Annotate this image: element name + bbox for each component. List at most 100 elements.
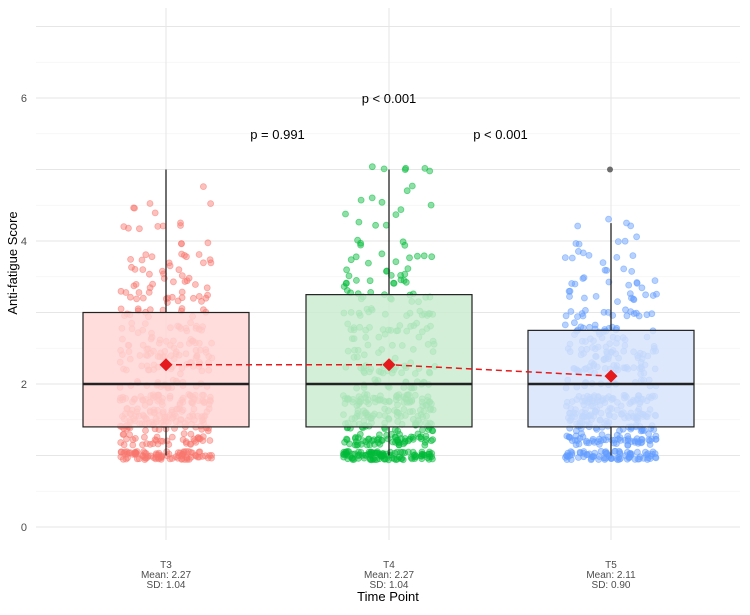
jitter-point [585, 251, 593, 259]
jitter-point [143, 454, 151, 461]
jitter-point [574, 313, 581, 321]
jitter-point [146, 284, 154, 292]
jitter-point [126, 293, 134, 301]
jitter-point [178, 305, 186, 312]
jitter-point [133, 295, 141, 303]
jitter-point [400, 277, 408, 284]
jitter-point [562, 312, 570, 320]
mean-marker [604, 369, 618, 383]
jitter-point [127, 255, 135, 263]
jitter-point [201, 452, 209, 460]
jitter-point [368, 456, 375, 464]
jitter-point [634, 448, 641, 456]
jitter-point [566, 433, 573, 441]
jitter-point [621, 237, 629, 245]
jitter-point [582, 306, 589, 314]
jitter-point [122, 455, 130, 463]
jitter-point [592, 292, 600, 300]
jitter-point [420, 252, 428, 260]
jitter-point [631, 455, 639, 463]
jitter-point [397, 206, 405, 214]
jitter-point [414, 430, 422, 438]
jitter-point [179, 436, 187, 444]
jitter-point [355, 448, 362, 456]
jitter-point [122, 289, 130, 296]
jitter-point [157, 437, 165, 445]
jitter-point [354, 452, 362, 460]
jitter-point [189, 294, 197, 302]
jitter-point [129, 436, 137, 444]
jitter-point [421, 441, 429, 449]
jitter-point [601, 448, 609, 456]
jitter-point [142, 427, 149, 434]
y-axis-title: Anti-fatigue Score [5, 211, 20, 314]
jitter-point [644, 450, 652, 458]
jitter-point [129, 441, 137, 449]
jitter-point [146, 200, 154, 207]
jitter-point [343, 266, 351, 274]
jitter-point [378, 437, 386, 444]
jitter-point [373, 449, 381, 457]
jitter-point [195, 292, 203, 300]
x-axis-title: Time Point [357, 589, 419, 604]
jitter-point [135, 225, 143, 233]
jitter-point [626, 450, 634, 458]
jitter-point [571, 280, 579, 288]
mean-marker [159, 358, 173, 372]
jitter-point [633, 279, 641, 287]
jitter-point [361, 451, 369, 459]
jitter-point [163, 437, 171, 445]
jitter-point [428, 453, 436, 461]
jitter-point [359, 437, 367, 445]
jitter-point [364, 259, 372, 267]
jitter-point [172, 453, 180, 461]
jitter-point [616, 427, 623, 435]
jitter-point [177, 219, 184, 227]
jitter-point [378, 198, 386, 206]
jitter-point [399, 238, 407, 246]
jitter-point [397, 448, 405, 456]
jitter-point [388, 454, 396, 462]
jitter-point [125, 449, 133, 457]
jitter-point [581, 294, 588, 302]
jitter-point [120, 430, 128, 438]
jitter-point [642, 291, 649, 299]
jitter-point [392, 258, 400, 266]
jitter-point [354, 434, 362, 442]
jitter-point [139, 266, 147, 274]
jitter-point [347, 256, 355, 264]
category-mean-label: Mean: 2.27 [141, 570, 191, 581]
jitter-point [148, 253, 156, 261]
jitter-point [352, 276, 360, 284]
jitter-point [630, 295, 637, 303]
jitter-point [394, 436, 402, 444]
jitter-point [145, 270, 153, 278]
jitter-point [567, 456, 575, 464]
jitter-point [159, 222, 167, 230]
jitter-point [169, 278, 177, 286]
jitter-point [626, 290, 634, 298]
jitter-point [394, 427, 402, 435]
p-value-label: p < 0.001 [362, 91, 417, 106]
jitter-point [625, 454, 633, 462]
jitter-point [630, 310, 638, 318]
jitter-point [142, 251, 150, 259]
jitter-point [185, 274, 193, 282]
jitter-point [178, 294, 186, 302]
jitter-point [392, 211, 400, 219]
jitter-point [628, 267, 636, 275]
category-name: T4 [383, 560, 395, 571]
y-tick-label: 2 [21, 379, 27, 391]
jitter-point [638, 284, 646, 292]
jitter-point [652, 453, 659, 461]
jitter-point [568, 254, 576, 262]
jitter-point [408, 182, 416, 190]
jitter-point [566, 293, 573, 300]
jitter-point [566, 287, 574, 295]
jitter-point [182, 253, 190, 261]
jitter-point [372, 221, 380, 229]
jitter-point [625, 281, 633, 289]
jitter-point [597, 437, 605, 445]
jitter-point [204, 291, 212, 299]
jitter-point [407, 433, 415, 441]
